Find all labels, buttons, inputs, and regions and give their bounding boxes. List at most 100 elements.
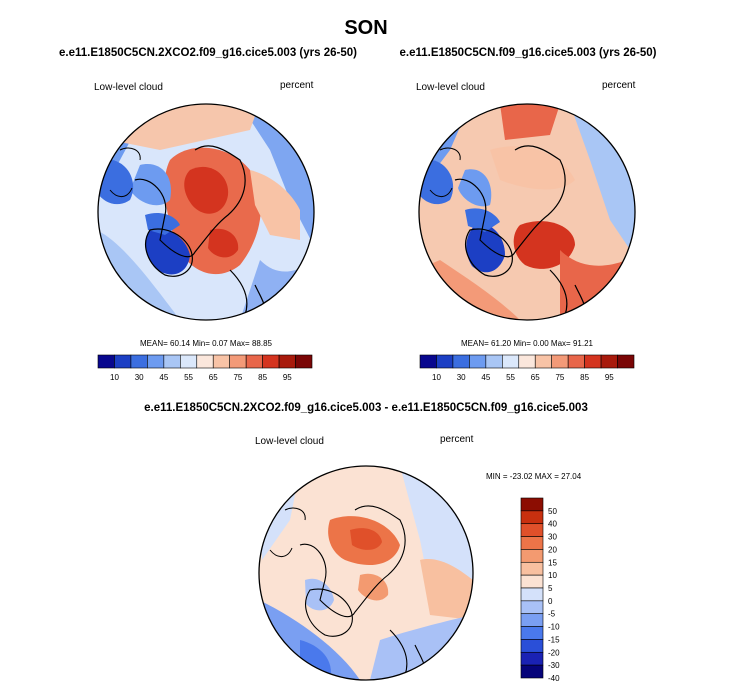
colorbar-tick-label: 45 — [481, 373, 490, 382]
colorbar-tick-label: 50 — [548, 507, 557, 516]
colorbar-swatch — [520, 664, 544, 679]
colorbar-tick-label: 75 — [555, 373, 564, 382]
map-field-region — [130, 164, 171, 206]
colorbar-tick-label: -40 — [548, 674, 560, 683]
colorbar-swatch — [520, 600, 544, 615]
colorbar-swatch — [520, 497, 544, 512]
colorbar-tick-label: 30 — [135, 373, 144, 382]
colorbar-swatch — [278, 354, 296, 369]
colorbar-tick-label: 65 — [531, 373, 540, 382]
coastline — [429, 147, 461, 197]
panel-left-stats: MEAN= 60.14 Min= 0.07 Max= 88.85 — [140, 339, 273, 348]
panel-left-variable-label: Low-level cloud — [94, 82, 163, 93]
panel-difference-title: e.e11.E1850C5CN.2XCO2.f09_g16.cice5.003 … — [144, 402, 588, 414]
colorbar-swatch — [180, 354, 198, 369]
map-field-region — [184, 166, 229, 214]
panel-difference-stats: MIN = -23.02 MAX = 27.04 — [486, 472, 582, 481]
map-field-region — [420, 559, 473, 620]
colorbar-swatch — [520, 613, 544, 627]
map-field-region — [465, 208, 500, 232]
panel-left: e.e11.E1850C5CN.2XCO2.f09_g16.cice5.003 … — [59, 47, 357, 382]
map-boundary-ring — [258, 465, 474, 681]
colorbar-tick-label: 85 — [580, 373, 589, 382]
coastline — [145, 228, 193, 277]
colorbar-swatch — [212, 354, 230, 369]
colorbar-swatch — [163, 354, 181, 369]
colorbar-swatch — [262, 354, 280, 369]
map-field-region — [250, 170, 300, 240]
colorbar-swatch — [295, 354, 313, 369]
colorbar-swatch — [419, 354, 437, 369]
map-field-region — [490, 146, 575, 190]
map-field-region — [358, 573, 389, 601]
map-field-region — [350, 528, 382, 550]
colorbar-tick-label: -15 — [548, 635, 560, 644]
colorbar-swatch — [520, 523, 544, 537]
panel-right-units-label: percent — [602, 80, 636, 91]
colorbar-tick-label: 85 — [258, 373, 267, 382]
map-field-region — [513, 221, 575, 269]
colorbar-tick-label: 30 — [457, 373, 466, 382]
colorbar-tick-label: 95 — [605, 373, 614, 382]
colorbar-swatch — [436, 354, 454, 369]
colorbar-swatch — [229, 354, 247, 369]
figure-title: SON — [344, 17, 387, 39]
colorbar-swatch — [452, 354, 470, 369]
colorbar-tick-label: 15 — [548, 558, 557, 567]
map-boundary-ring — [97, 103, 315, 321]
panel-right-map — [419, 104, 635, 320]
panel-difference-units-label: percent — [440, 434, 474, 445]
colorbar-tick-label: 0 — [548, 597, 553, 606]
colorbar-swatch — [617, 354, 635, 369]
colorbar-tick-label: 55 — [506, 373, 515, 382]
coastline — [299, 505, 406, 618]
panel-left-title: e.e11.E1850C5CN.2XCO2.f09_g16.cice5.003 … — [59, 47, 357, 59]
colorbar-swatch — [520, 510, 544, 525]
colorbar-swatch — [567, 354, 585, 369]
panel-difference-map — [259, 466, 473, 680]
colorbar-swatch — [600, 354, 618, 369]
panel-right-title: e.e11.E1850C5CN.f09_g16.cice5.003 (yrs 2… — [399, 47, 656, 59]
colorbar-swatch — [520, 574, 544, 589]
colorbar-tick-label: 10 — [548, 571, 557, 580]
colorbar-swatch — [196, 354, 214, 369]
colorbar-tick-label: 40 — [548, 520, 557, 529]
colorbar-swatch — [502, 354, 520, 369]
panel-right: e.e11.E1850C5CN.f09_g16.cice5.003 (yrs 2… — [399, 47, 656, 382]
coastline — [109, 147, 141, 197]
colorbar-tick-label: 5 — [548, 584, 553, 593]
colorbar-tick-label: 10 — [110, 373, 119, 382]
colorbar-tick-label: -5 — [548, 610, 556, 619]
colorbar-tick-label: 10 — [432, 373, 441, 382]
colorbar-swatch — [97, 354, 115, 369]
colorbar-swatch — [520, 651, 544, 666]
colorbar-swatch — [485, 354, 503, 369]
coastline — [305, 588, 353, 637]
map-boundary-ring — [418, 103, 636, 321]
panel-difference-variable-label: Low-level cloud — [255, 436, 324, 447]
map-field-region — [145, 228, 190, 275]
colorbar-swatch — [469, 354, 487, 369]
map-field-region — [208, 228, 239, 258]
colorbar-swatch — [114, 354, 132, 369]
panel-right-stats: MEAN= 61.20 Min= 0.00 Max= 91.21 — [461, 339, 594, 348]
colorbar-tick-label: -20 — [548, 648, 560, 657]
colorbar-swatch — [551, 354, 569, 369]
colorbar-swatch — [520, 549, 544, 563]
coastline — [269, 507, 306, 557]
colorbar-swatch — [147, 354, 165, 369]
panel-left-map — [98, 104, 314, 320]
colorbar-tick-label: 65 — [209, 373, 218, 382]
colorbar-left: 10 30 45 55 65 75 85 95 — [97, 354, 313, 382]
panel-right-variable-label: Low-level cloud — [416, 82, 485, 93]
colorbar-swatch — [518, 354, 536, 369]
panel-left-units-label: percent — [280, 80, 314, 91]
map-field-region — [466, 224, 505, 273]
colorbar-swatch — [520, 626, 544, 640]
colorbar-tick-label: -30 — [548, 661, 560, 670]
colorbar-tick-label: 20 — [548, 545, 557, 554]
colorbar-tick-label: 45 — [159, 373, 168, 382]
coastline — [134, 145, 246, 258]
colorbar-swatch — [520, 639, 544, 653]
